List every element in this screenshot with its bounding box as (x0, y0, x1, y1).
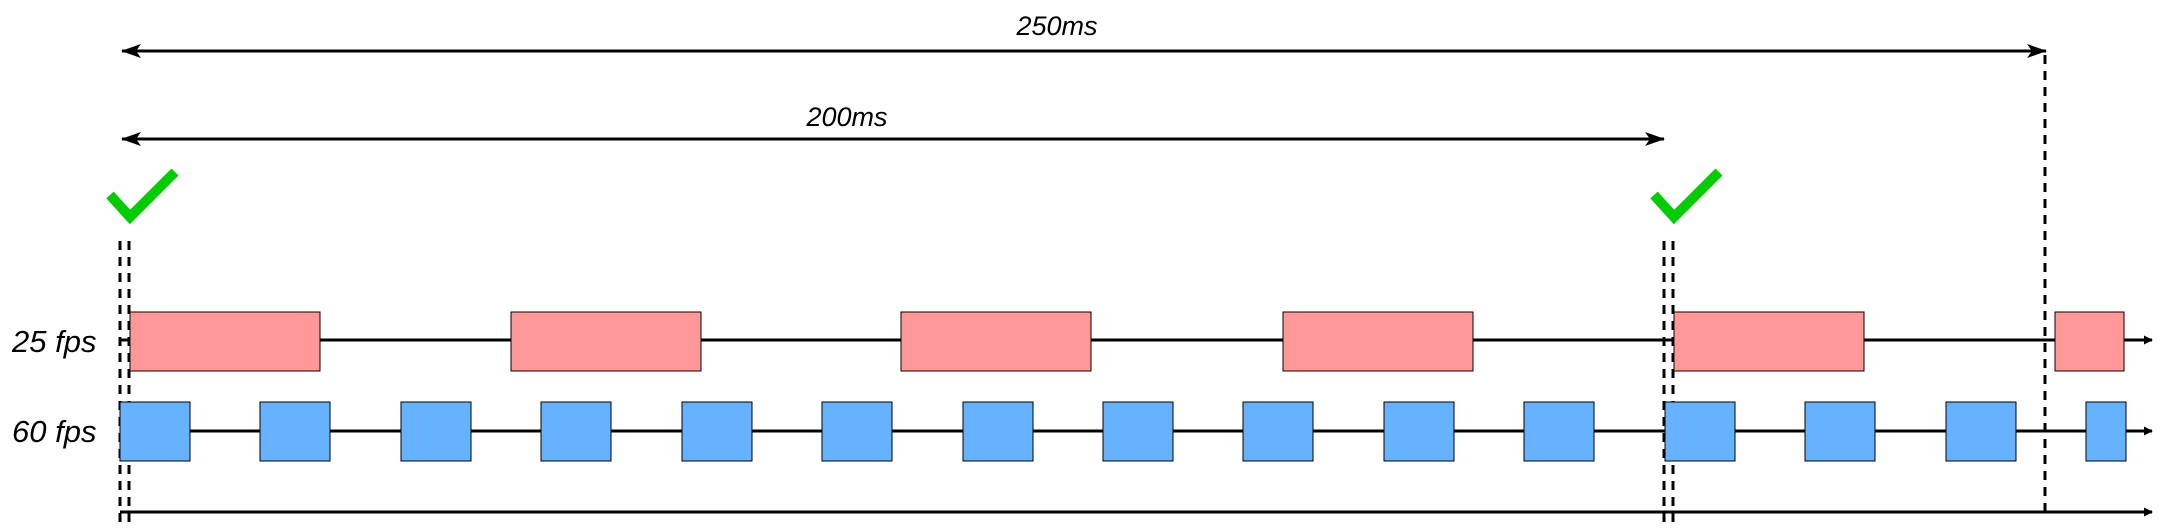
frame-block-60fps (962, 401, 1034, 462)
frame-block-60fps (119, 401, 191, 462)
frame-block-60fps (1523, 401, 1595, 462)
frame-block-60fps (1383, 401, 1455, 462)
frame-block-25fps (2054, 311, 2125, 372)
frame-block-25fps (129, 311, 321, 372)
track-label-60fps: 60 fps (12, 414, 96, 449)
frame-block-60fps (2085, 401, 2127, 462)
track-25fps: 25 fps (11, 311, 2153, 372)
track-label-25fps: 25 fps (11, 324, 96, 359)
frame-block-60fps (1242, 401, 1314, 462)
frame-block-60fps (1102, 401, 1174, 462)
frame-block-60fps (1945, 401, 2017, 462)
track-60fps: 60 fps (12, 401, 2153, 462)
frame-block-60fps (1664, 401, 1736, 462)
sync-checkmark-icon-1 (106, 168, 179, 225)
frame-block-60fps (259, 401, 331, 462)
frame-block-25fps (1282, 311, 1474, 372)
frame-block-25fps (510, 311, 702, 372)
frame-block-60fps (540, 401, 612, 462)
frame-block-25fps (1673, 311, 1865, 372)
frame-block-60fps (1804, 401, 1876, 462)
frame-block-25fps (900, 311, 1092, 372)
duration-label-250ms: 250ms (1015, 11, 1097, 41)
frame-block-60fps (821, 401, 893, 462)
sync-checkmark-icon-2 (1650, 168, 1723, 225)
duration-label-200ms: 200ms (805, 102, 887, 132)
frame-block-60fps (400, 401, 472, 462)
frame-block-60fps (681, 401, 753, 462)
